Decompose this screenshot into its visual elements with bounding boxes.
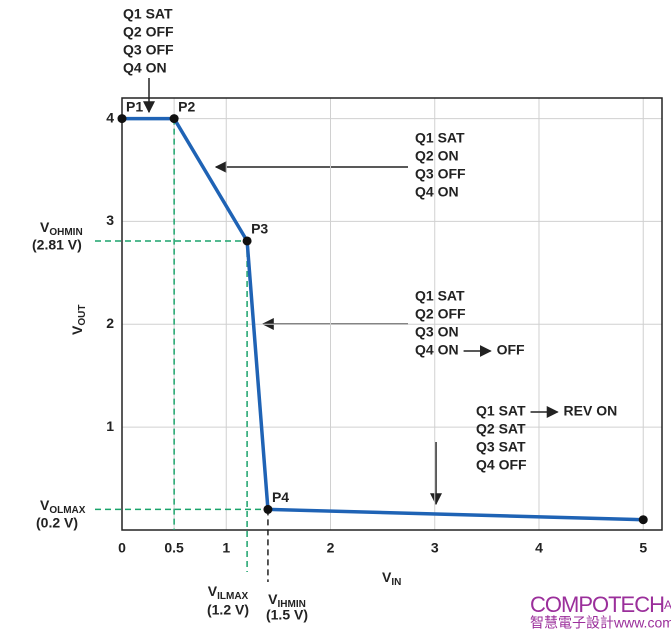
data-point — [263, 504, 273, 514]
state-text: Q1 SAT — [415, 130, 465, 146]
watermark-sub: 智慧電子設計www.compotechasia.com — [530, 615, 671, 631]
x-tick-label: 5 — [639, 540, 647, 556]
x-tick-label: 4 — [535, 540, 543, 556]
data-line — [122, 116, 644, 522]
state-text: OFF — [497, 342, 525, 358]
watermark: COMPOTECHAsia — [530, 592, 671, 617]
point-label: P3 — [251, 221, 268, 237]
label-sub: IN — [391, 577, 401, 588]
point-label: P2 — [178, 98, 195, 114]
reference-name: VOLMAX — [40, 497, 86, 516]
state-text: Q1 SAT — [476, 403, 526, 419]
state-text: Q3 OFF — [415, 166, 466, 182]
label-sub: OUT — [77, 305, 88, 326]
state-text: Q3 SAT — [476, 439, 526, 455]
state-text: Q4 OFF — [476, 457, 527, 473]
data-point — [117, 114, 127, 124]
y-axis-label: VOUT — [69, 305, 88, 335]
state-text: Q3 OFF — [123, 42, 174, 58]
y-tick-label: 2 — [106, 315, 114, 331]
label-sub: IHMIN — [278, 599, 306, 610]
state-text: Q4 ON — [123, 60, 167, 76]
reference-value: (1.2 V) — [207, 602, 249, 618]
label-sub: ILMAX — [217, 591, 248, 602]
watermark-suffix: Asia — [664, 598, 671, 612]
state-text: Q1 SAT — [123, 6, 173, 22]
x-tick-label: 2 — [327, 540, 335, 556]
label-main: V — [208, 583, 218, 599]
state-text: Q2 OFF — [123, 24, 174, 40]
label-main: V — [40, 497, 50, 513]
label-sub: OHMIN — [49, 227, 82, 238]
state-text: Q2 ON — [415, 148, 459, 164]
state-text: Q2 SAT — [476, 421, 526, 437]
state-text: Q3 ON — [415, 324, 459, 340]
y-tick-label: 1 — [106, 418, 114, 434]
state-text: Q4 ON — [415, 184, 459, 200]
x-tick-label: 3 — [431, 540, 439, 556]
y-tick-label: 3 — [106, 212, 114, 228]
reference-name: VIHMIN — [268, 591, 306, 610]
x-tick-label: 0.5 — [164, 540, 184, 556]
data-point — [242, 236, 252, 246]
label-main: V — [268, 591, 278, 607]
state-text: Q4 ON — [415, 342, 459, 358]
point-label: P1 — [126, 98, 143, 114]
x-axis-label: VIN — [382, 569, 401, 588]
watermark-brand: COMPOTECH — [530, 592, 664, 617]
label-sub: OLMAX — [49, 505, 85, 516]
reference-value: (2.81 V) — [32, 237, 82, 253]
data-point — [638, 515, 648, 525]
reference-name: VOHMIN — [40, 219, 83, 238]
label-main: V — [40, 219, 50, 235]
x-tick-label: 0 — [118, 540, 126, 556]
state-text: REV ON — [564, 403, 618, 419]
point-label: P4 — [272, 489, 289, 505]
reference-value: (1.5 V) — [266, 607, 308, 623]
label-main: V — [382, 569, 392, 585]
reference-value: (0.2 V) — [36, 515, 78, 531]
data-point — [169, 114, 179, 124]
x-tick-label: 1 — [222, 540, 230, 556]
state-text: Q2 OFF — [415, 306, 466, 322]
state-text: Q1 SAT — [415, 288, 465, 304]
plot-frame — [121, 97, 663, 531]
reference-name: VILMAX — [208, 583, 249, 602]
y-tick-label: 4 — [106, 109, 114, 125]
label-main: V — [69, 325, 85, 335]
